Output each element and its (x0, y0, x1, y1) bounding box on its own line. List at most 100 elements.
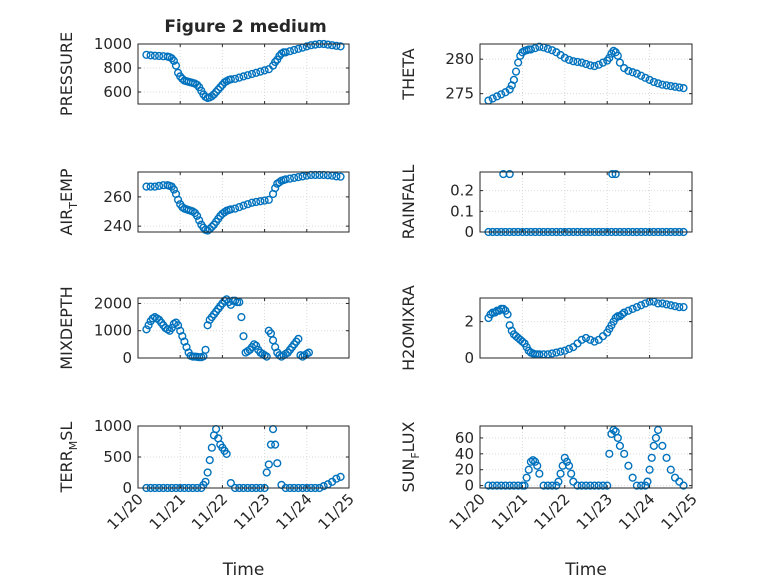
y-axis-label: TERRMSL (57, 422, 80, 494)
y-axis-label: MIXDEPTH (57, 286, 76, 369)
data-point (547, 481, 557, 490)
data-point (675, 302, 684, 312)
data-point (146, 182, 155, 191)
data-point (203, 468, 212, 477)
data-point (662, 81, 671, 90)
data-point (207, 222, 216, 231)
data-point (155, 181, 164, 191)
data-point (658, 441, 667, 450)
data-point (302, 42, 311, 51)
data-point (484, 481, 493, 490)
data-point (524, 465, 533, 474)
data-point (554, 477, 563, 486)
data-point (178, 203, 187, 212)
y-tick-label: 1000 (94, 35, 132, 53)
data-point (290, 173, 299, 182)
data-point (501, 481, 510, 490)
data-point (497, 481, 506, 490)
data-point (503, 310, 512, 319)
data-point (209, 90, 219, 99)
data-point (169, 56, 178, 65)
y-axis-label: AIRTEMP (57, 168, 80, 235)
y-tick-label: 40 (455, 445, 474, 463)
data-point (281, 48, 290, 57)
y-tick-label: 500 (103, 448, 132, 466)
axes-background (479, 171, 693, 233)
axes-box (137, 43, 350, 105)
data-point (607, 429, 616, 439)
data-point (679, 481, 688, 490)
data-point (505, 169, 514, 179)
data-point (531, 44, 540, 53)
data-point (535, 42, 544, 51)
data-point (239, 332, 248, 341)
data-point (167, 54, 176, 63)
grid (138, 426, 349, 488)
y-tick-label: 0.2 (450, 182, 474, 200)
data-point (605, 449, 614, 458)
data-point (628, 68, 637, 77)
data-point (142, 325, 151, 334)
series (142, 295, 314, 362)
data-point (539, 481, 548, 490)
data-point (577, 481, 586, 490)
y-tick-label: 1000 (94, 417, 132, 435)
data-point (271, 184, 280, 193)
data-point (235, 73, 244, 82)
data-point (645, 75, 654, 84)
data-point (556, 469, 565, 478)
data-point (641, 299, 650, 308)
data-point (146, 51, 155, 60)
data-point (260, 196, 269, 205)
data-point (651, 433, 661, 443)
data-point (564, 55, 574, 64)
data-point (543, 481, 552, 490)
data-point (226, 478, 235, 488)
axes-box (479, 43, 693, 105)
data-point (176, 72, 185, 81)
subplot-1: 600 800 1000 PRESSURE Figure 2 medium (57, 17, 350, 116)
data-point (488, 481, 497, 490)
data-point (613, 433, 622, 443)
data-point (252, 68, 261, 77)
data-point (492, 92, 502, 101)
data-point (252, 197, 261, 207)
data-point (520, 481, 529, 490)
data-point (637, 301, 646, 310)
data-point (155, 51, 164, 61)
data-point (620, 308, 629, 317)
data-point (590, 481, 599, 490)
data-point (562, 457, 572, 466)
data-point (262, 352, 271, 361)
data-point (624, 306, 633, 315)
data-point (628, 473, 637, 482)
data-point (214, 85, 223, 94)
data-point (509, 75, 519, 84)
data-point (528, 456, 538, 465)
data-point (679, 84, 688, 93)
data-point (624, 66, 633, 76)
y-axis-label: RAINFALL (399, 165, 418, 240)
y-tick-label: 260 (103, 188, 132, 206)
axes-box (137, 171, 350, 233)
data-point (598, 481, 608, 490)
y-tick-label: 0 (464, 477, 474, 495)
data-point (586, 61, 595, 70)
data-point (649, 77, 658, 87)
y-tick-label: 1000 (94, 322, 132, 340)
data-point (662, 300, 671, 309)
data-point (581, 481, 591, 490)
y-tick-label: 240 (103, 217, 132, 235)
data-point (645, 465, 654, 474)
data-point (205, 456, 214, 465)
y-tick-label: 0 (464, 349, 474, 367)
data-point (511, 67, 521, 76)
data-point (581, 333, 591, 343)
data-point (260, 66, 269, 75)
x-tick-label: 11/24 (272, 490, 315, 533)
data-point (201, 477, 210, 486)
data-point (323, 40, 333, 49)
data-point (526, 45, 535, 54)
data-point (171, 61, 181, 70)
